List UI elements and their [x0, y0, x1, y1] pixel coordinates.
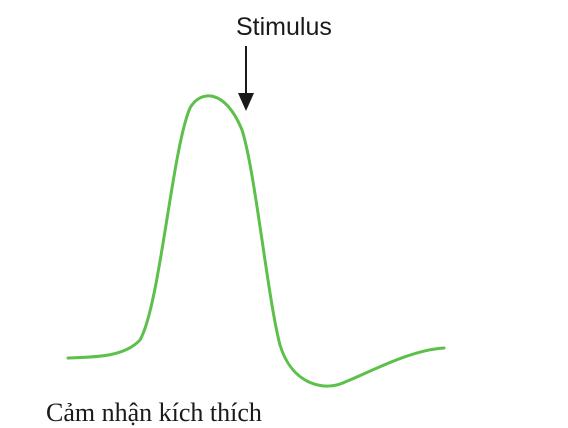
waveform-diagram: [66, 46, 446, 388]
down-arrow-icon: [238, 46, 254, 111]
figure-caption: Cảm nhận kích thích: [46, 398, 262, 427]
stimulus-label: Stimulus: [236, 13, 332, 41]
response-curve: [66, 94, 446, 388]
